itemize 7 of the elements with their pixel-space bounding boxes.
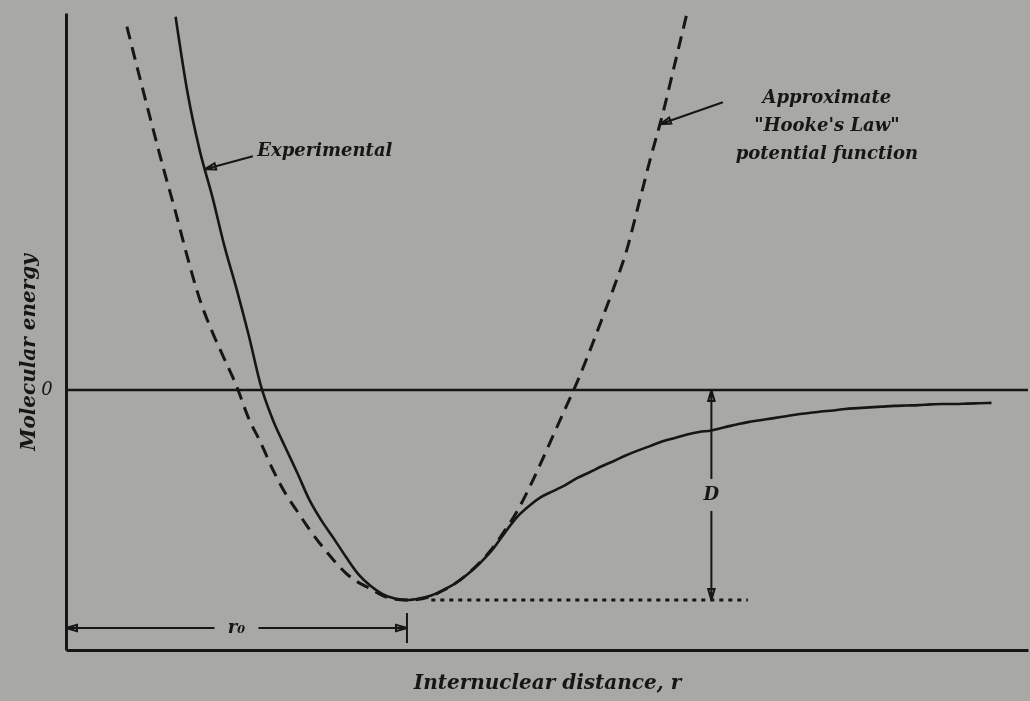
annotation: D [702,483,720,505]
text: Approximate "Hooke's Law" potential function [735,86,919,164]
ref-line-label: 0 [41,378,53,400]
text: r₀ [227,616,246,638]
text: Experimental [256,139,393,161]
y-axis-title: Molecular energy [15,252,40,452]
x-axis-title: Internuclear distance, r [412,669,683,694]
